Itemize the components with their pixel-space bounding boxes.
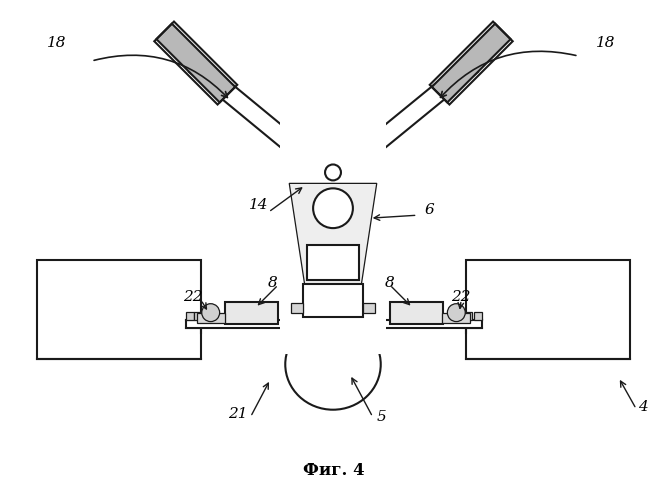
Text: 8: 8 [267,276,277,290]
Text: 4: 4 [638,400,648,414]
Text: 18: 18 [596,36,615,50]
Polygon shape [466,260,630,360]
Polygon shape [442,312,470,322]
Circle shape [201,304,219,322]
Text: 8: 8 [385,276,395,290]
Text: Фиг. 4: Фиг. 4 [303,462,364,479]
Text: 22: 22 [452,290,471,304]
Polygon shape [194,312,199,320]
Polygon shape [281,176,385,320]
Polygon shape [197,312,225,322]
Text: 22: 22 [183,290,203,304]
Polygon shape [225,302,278,324]
Circle shape [325,164,341,180]
Text: 18: 18 [47,36,66,50]
Text: 6: 6 [425,203,434,217]
Polygon shape [303,284,363,316]
Bar [280,2,386,354]
Circle shape [313,188,353,228]
Polygon shape [474,312,482,320]
Polygon shape [307,245,359,280]
Polygon shape [189,58,336,183]
Circle shape [448,304,466,322]
Polygon shape [37,260,201,360]
Polygon shape [432,24,511,102]
Polygon shape [291,302,303,312]
Text: 21: 21 [228,407,247,421]
Polygon shape [330,58,478,183]
Polygon shape [156,24,235,102]
Polygon shape [390,302,444,324]
Polygon shape [186,312,194,320]
Polygon shape [289,184,377,316]
Text: 5: 5 [377,410,387,424]
Ellipse shape [285,319,381,410]
Polygon shape [186,320,482,328]
Text: 14: 14 [249,198,268,212]
Polygon shape [466,312,472,320]
Polygon shape [363,302,375,312]
